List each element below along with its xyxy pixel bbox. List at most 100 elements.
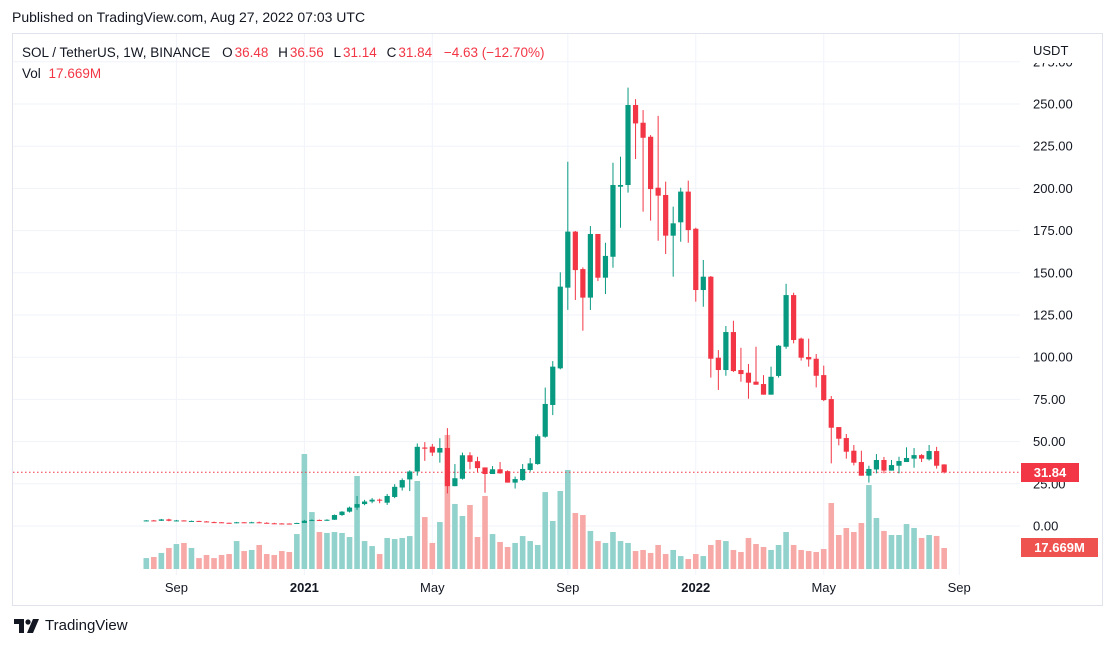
candle-body [294,522,300,524]
volume-bar [753,544,759,569]
volume-bar [881,530,887,569]
symbol-title[interactable]: SOL / TetherUS, 1W, BINANCE [22,45,211,60]
candle-body [888,465,895,471]
candle-body [542,403,548,437]
high-value: 36.56 [289,45,324,60]
volume-label: Vol [22,66,41,81]
volume-bar [677,556,684,569]
volume-bar [647,552,654,569]
candle [339,511,345,516]
volume-bar [918,537,925,569]
candle [670,206,676,277]
volume-bar [166,547,172,569]
candle-body [399,480,405,488]
volume-bar [354,476,360,569]
volume-bar [429,542,436,569]
candle [745,363,752,399]
candle-body [339,511,345,516]
candle-body [286,523,292,525]
candle-body [429,446,435,453]
candle-body [535,436,541,465]
volume-bar [459,515,466,569]
chart-frame [12,33,1103,606]
candle [399,478,405,491]
candle-body [459,455,466,479]
candle-body [196,520,202,522]
candle-body [918,455,925,459]
low-value: 31.14 [343,45,377,60]
volume-bar [504,547,511,569]
candle [437,438,443,463]
candle [655,115,661,241]
volume-bar [391,539,398,569]
volume-bar [151,556,157,569]
candle-body [226,522,232,524]
volume-bar [346,537,353,569]
candle [429,443,435,456]
candle-body [271,523,277,525]
candle-body [685,191,691,231]
candle-body [843,438,849,452]
volume-bar [873,517,880,569]
volume-bar [233,541,240,569]
candle-body [377,499,383,501]
candle-body [437,448,443,453]
candle-body [580,269,586,298]
candle-body [474,461,481,469]
time-axis[interactable]: Sep 2021 May Sep 2022 May Sep [165,580,971,595]
candle-body [211,522,217,524]
volume-bar [369,546,375,569]
candle [474,456,481,473]
candle [888,459,895,471]
open-label: O [222,45,233,60]
candle-body [723,332,729,371]
volume-bar [670,549,676,569]
volume-bar [452,503,458,569]
tradingview-logo[interactable]: TradingView [14,617,128,634]
high-label: H [278,45,288,60]
candle-body [813,358,819,376]
candle-body [700,276,706,291]
volume-bar [692,554,699,569]
brand-name: TradingView [45,617,128,634]
candle-body [497,469,503,474]
candle-body [648,136,654,190]
volume-bar [798,549,804,569]
candle [181,520,187,522]
candle [535,434,541,465]
candle-body [444,448,450,487]
price-axis[interactable]: 0.0025.0050.0075.00100.00125.00150.00175… [1033,54,1073,534]
candle [730,320,737,373]
candle [610,162,616,268]
tradingview-logo-icon [14,618,39,633]
low-label: L [333,45,341,60]
candle-body [602,255,609,278]
volume-bar [294,534,300,569]
volume-bar [625,542,631,569]
candle-body [218,522,225,524]
candle [903,447,910,463]
volume-bar [572,512,579,569]
candle [828,396,834,464]
candle-body [264,522,270,524]
candle [489,466,496,475]
candle-body [407,471,413,480]
candle-body [309,519,315,521]
candle [775,345,782,378]
candle [218,522,225,524]
volume-bar [331,532,338,569]
volume-bar [527,541,533,569]
time-tick-label: May [811,580,836,595]
candle [467,452,473,470]
currency-unit[interactable]: USDT [1033,43,1069,58]
volume-bar [768,549,774,569]
volume-bar [745,537,752,569]
candle-body [881,459,887,471]
volume-bar [211,558,217,569]
candle [911,448,917,468]
time-tick-label: 2022 [681,580,710,595]
candle-body [151,520,157,522]
candle [723,325,729,376]
price-tick-label: 100.00 [1033,350,1073,365]
